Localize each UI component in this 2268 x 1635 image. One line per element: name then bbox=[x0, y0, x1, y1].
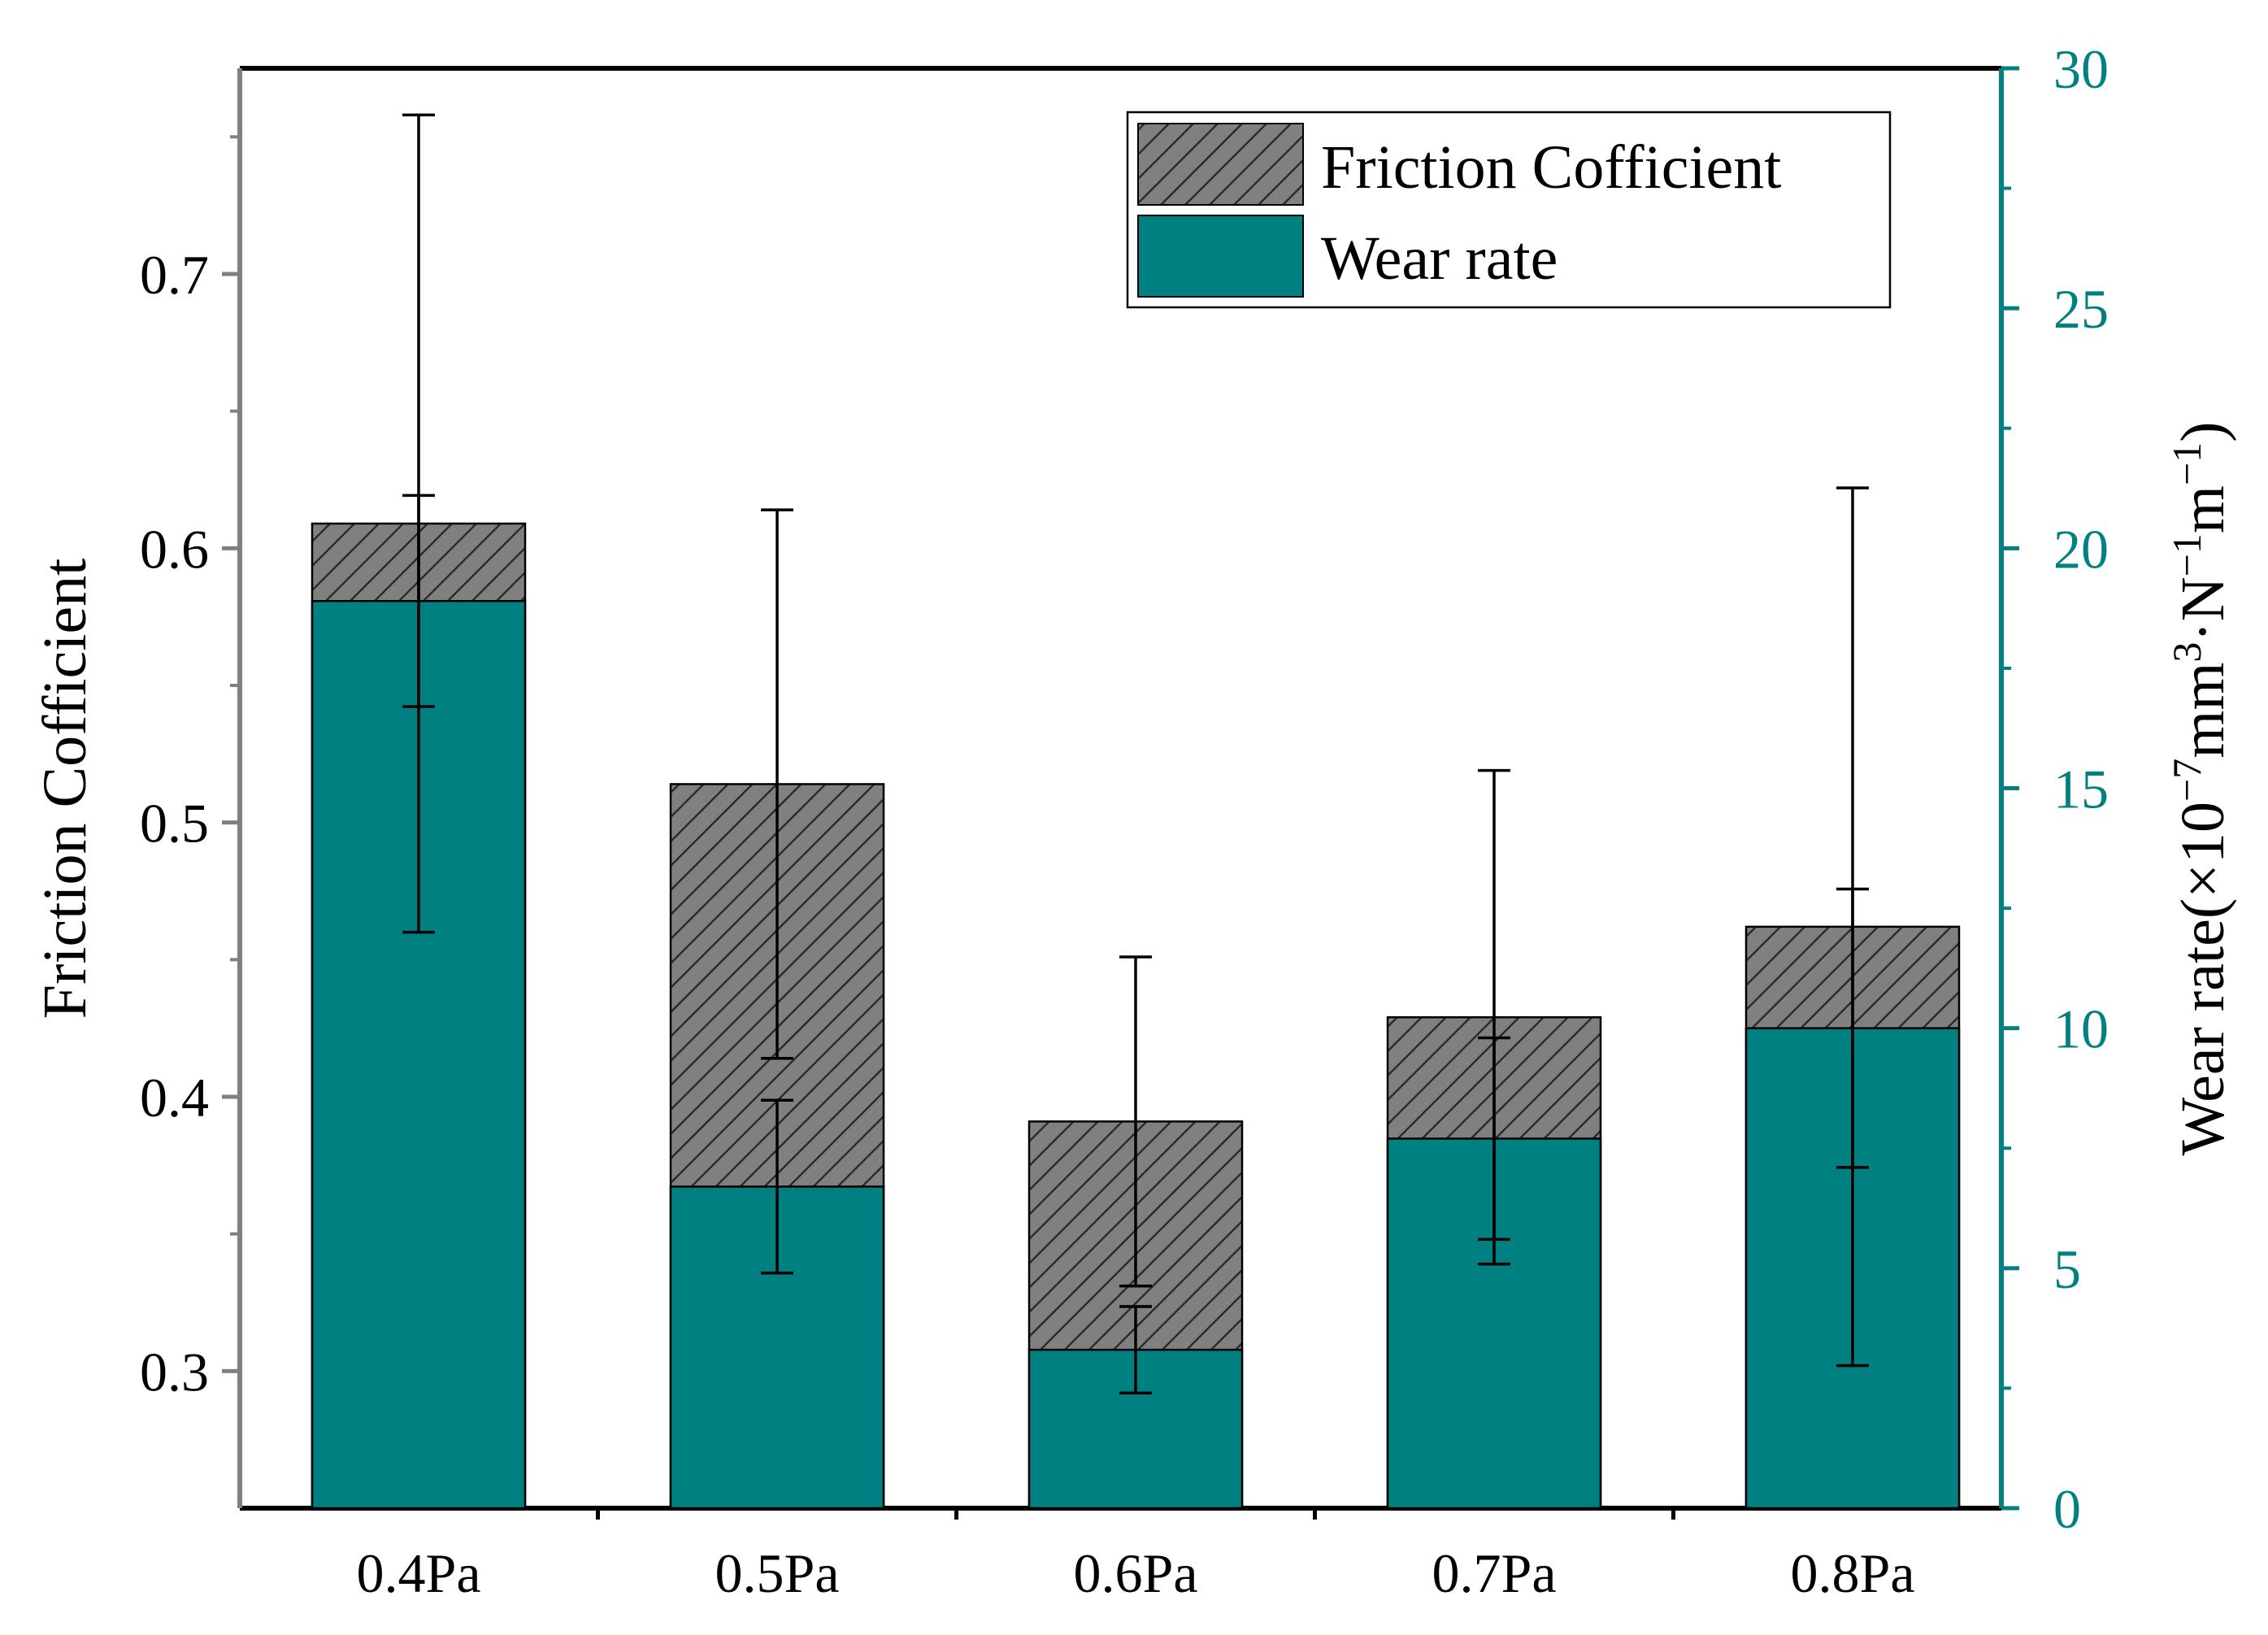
left-tick-label: 0.4 bbox=[140, 1067, 209, 1128]
x-tick-label: 0.8Pa bbox=[1791, 1542, 1915, 1604]
left-tick-label: 0.3 bbox=[140, 1341, 209, 1402]
legend-swatch-wear bbox=[1137, 215, 1304, 298]
left-axis-title: Friction Cofficient bbox=[31, 559, 99, 1019]
right-tick-label: 0 bbox=[2053, 1478, 2081, 1540]
left-tick-label: 0.6 bbox=[140, 518, 209, 580]
right-axis-title: Wear rate(×10−7mm3·N−1m−1) bbox=[2164, 422, 2237, 1156]
left-tick-label: 0.7 bbox=[140, 244, 209, 306]
error-bars bbox=[402, 113, 1869, 1395]
x-tick-label: 0.7Pa bbox=[1432, 1542, 1557, 1604]
right-tick-label: 30 bbox=[2053, 38, 2109, 100]
x-tick-label: 0.6Pa bbox=[1074, 1542, 1198, 1604]
legend-label-wear: Wear rate bbox=[1321, 224, 1558, 293]
legend-swatch-friction bbox=[1137, 123, 1304, 206]
right-tick-label: 25 bbox=[2053, 278, 2109, 340]
x-tick-label: 0.5Pa bbox=[715, 1542, 840, 1604]
right-axis-ticks: 0 5 10 15 20 25 30 bbox=[2001, 38, 2109, 1540]
x-axis-ticks: 0.4Pa 0.5Pa 0.6Pa 0.7Pa 0.8Pa bbox=[357, 1482, 1915, 1604]
legend-label-friction: Friction Cofficient bbox=[1321, 133, 1781, 202]
right-tick-label: 20 bbox=[2053, 518, 2109, 580]
left-axis-ticks: 0.3 0.4 0.5 0.6 0.7 bbox=[140, 135, 240, 1402]
left-tick-label: 0.5 bbox=[140, 793, 209, 854]
right-tick-label: 15 bbox=[2053, 759, 2109, 820]
x-tick-label: 0.4Pa bbox=[357, 1542, 481, 1604]
right-tick-label: 10 bbox=[2053, 998, 2109, 1060]
right-tick-label: 5 bbox=[2053, 1238, 2081, 1300]
legend: Friction Cofficient Wear rate bbox=[1126, 111, 1892, 309]
